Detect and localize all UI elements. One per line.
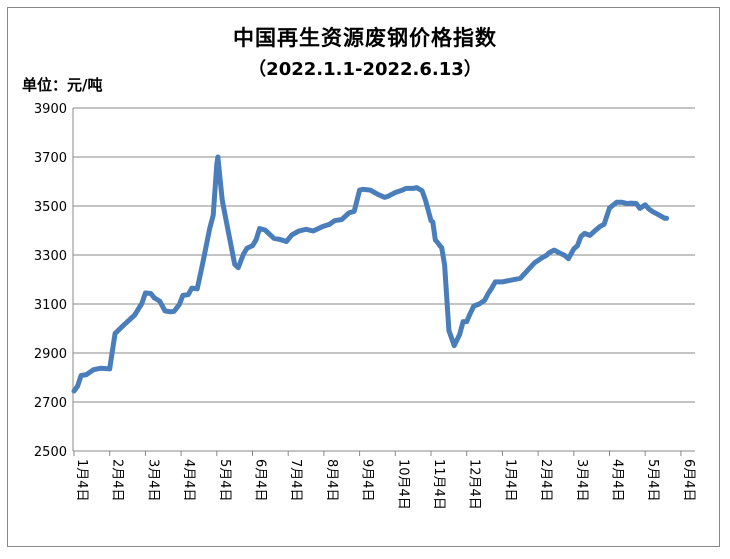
x-tick-label: 3月4日 (145, 459, 160, 502)
x-tick-label: 2月4日 (110, 459, 125, 502)
x-tick-label: 5月4日 (645, 459, 660, 502)
x-tick-label: 11月4日 (431, 459, 446, 510)
x-tick-label: 6月4日 (253, 459, 268, 502)
x-tick-label: 5月4日 (217, 459, 232, 502)
x-tick-label: 4月4日 (181, 459, 196, 502)
x-tick-label: 7月4日 (288, 459, 303, 502)
chart-title: 中国再生资源废钢价格指数 (233, 26, 497, 50)
y-tick-label: 3100 (34, 298, 67, 313)
y-tick-label: 3900 (34, 102, 67, 117)
y-tick-label: 3500 (34, 200, 67, 215)
x-tick-label: 4月4日 (610, 459, 625, 502)
x-tick-label: 8月4日 (324, 459, 339, 502)
x-tick-label: 1月4日 (74, 459, 89, 502)
chart-subtitle: （2022.1.1-2022.6.13） (248, 59, 482, 80)
y-tick-label: 3700 (34, 151, 67, 166)
x-tick-label: 9月4日 (360, 459, 375, 502)
x-tick-label: 3月4日 (574, 459, 589, 502)
y-tick-label: 2500 (34, 445, 67, 460)
y-axis-unit-label: 单位：元/吨 (22, 76, 103, 94)
y-tick-label: 2900 (34, 347, 67, 362)
price-index-series-line (71, 154, 670, 394)
x-tick-label: 1月4日 (502, 459, 517, 502)
chart-frame (7, 7, 720, 547)
x-tick-label: 2月4日 (538, 459, 553, 502)
x-tick-label: 6月4日 (681, 459, 696, 502)
y-tick-label: 3300 (34, 249, 67, 264)
x-tick-label: 10月4日 (395, 459, 410, 510)
y-tick-label: 2700 (34, 396, 67, 411)
x-tick-label: 12月4日 (467, 459, 482, 510)
